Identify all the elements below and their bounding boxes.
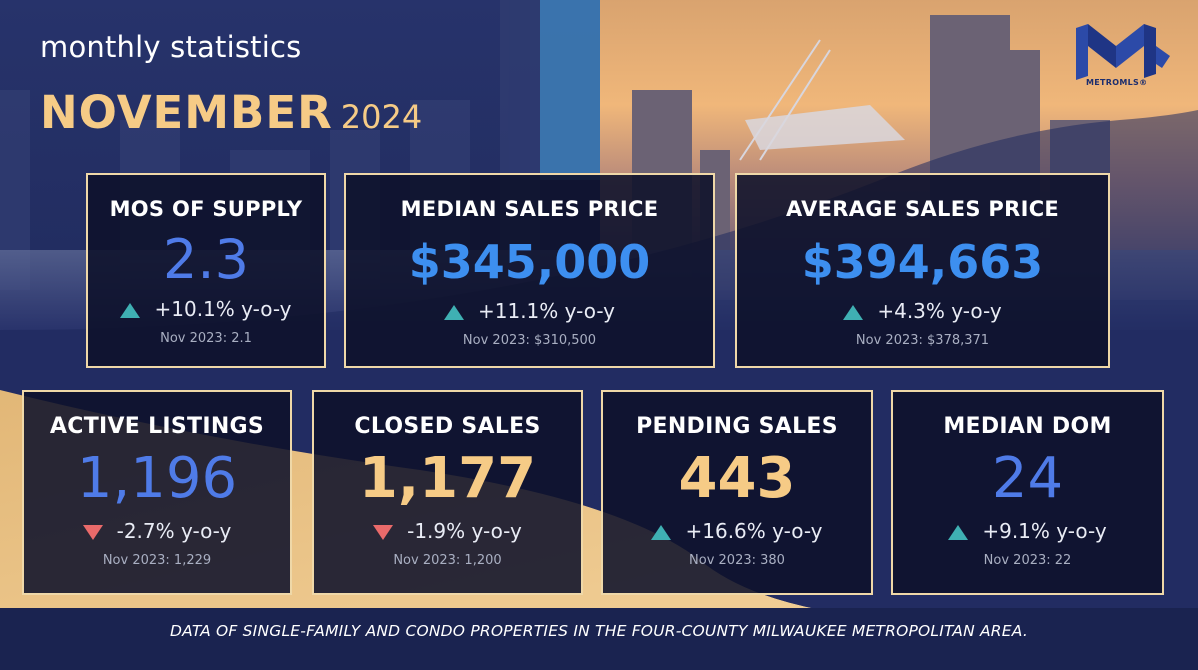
card-previous: Nov 2023: 2.1 xyxy=(160,331,252,346)
down-triangle-icon xyxy=(373,525,394,540)
card-value: 2.3 xyxy=(163,228,249,291)
card-value: 1,196 xyxy=(76,446,238,511)
card-change: +4.3% y-o-y xyxy=(737,299,1108,323)
month-label: NOVEMBER xyxy=(40,86,333,139)
card-title: AVERAGE SALES PRICE xyxy=(785,197,1060,221)
card-value: 1,177 xyxy=(358,446,537,511)
footnote: DATA OF SINGLE-FAMILY AND CONDO PROPERTI… xyxy=(170,622,1028,640)
down-triangle-icon xyxy=(82,525,103,540)
card-title: MEDIAN DOM xyxy=(943,414,1112,439)
card-change: +9.1% y-o-y xyxy=(893,519,1162,543)
card-change: +10.1% y-o-y xyxy=(88,297,324,321)
card-title: ACTIVE LISTINGS xyxy=(49,414,265,439)
card-title: PENDING SALES xyxy=(636,414,838,439)
metromls-logo-icon xyxy=(1076,24,1170,80)
up-triangle-icon xyxy=(443,305,464,320)
card-value: $394,663 xyxy=(801,235,1044,289)
card-previous: Nov 2023: $310,500 xyxy=(462,333,597,348)
logo-text: METROMLS® xyxy=(1086,78,1148,87)
card-previous: Nov 2023: 380 xyxy=(689,553,785,568)
card-closed-sales: CLOSED SALES 1,177 -1.9% y-o-y Nov 2023:… xyxy=(312,390,583,595)
up-triangle-icon xyxy=(948,525,969,540)
card-value: $345,000 xyxy=(408,235,651,289)
card-value: 443 xyxy=(678,446,796,511)
year-label: 2024 xyxy=(340,98,423,136)
up-triangle-icon xyxy=(843,305,864,320)
card-previous: Nov 2023: 22 xyxy=(983,553,1072,568)
card-median-dom: MEDIAN DOM 24 +9.1% y-o-y Nov 2023: 22 xyxy=(891,390,1164,595)
card-title: CLOSED SALES xyxy=(354,414,541,439)
card-change: +16.6% y-o-y xyxy=(603,519,871,543)
card-previous: Nov 2023: 1,200 xyxy=(393,553,502,568)
card-title: MEDIAN SALES PRICE xyxy=(400,197,659,221)
card-pending-sales: PENDING SALES 443 +16.6% y-o-y Nov 2023:… xyxy=(601,390,873,595)
card-change: -2.7% y-o-y xyxy=(24,519,290,543)
card-previous: Nov 2023: 1,229 xyxy=(102,553,212,568)
card-title: MOS OF SUPPLY xyxy=(109,197,303,221)
card-change: +11.1% y-o-y xyxy=(346,299,713,323)
card-average-sales-price: AVERAGE SALES PRICE $394,663 +4.3% y-o-y… xyxy=(735,173,1110,368)
card-median-sales-price: MEDIAN SALES PRICE $345,000 +11.1% y-o-y… xyxy=(344,173,715,368)
card-months-of-supply: MOS OF SUPPLY 2.3 +10.1% y-o-y Nov 2023:… xyxy=(86,173,326,368)
page-title: NOVEMBER 2024 xyxy=(40,86,422,139)
up-triangle-icon xyxy=(120,303,141,318)
card-change: -1.9% y-o-y xyxy=(314,519,581,543)
subtitle: monthly statistics xyxy=(40,30,302,64)
card-value: 24 xyxy=(991,446,1064,511)
card-active-listings: ACTIVE LISTINGS 1,196 -2.7% y-o-y Nov 20… xyxy=(22,390,292,595)
card-previous: Nov 2023: $378,371 xyxy=(855,333,990,348)
up-triangle-icon xyxy=(651,525,672,540)
